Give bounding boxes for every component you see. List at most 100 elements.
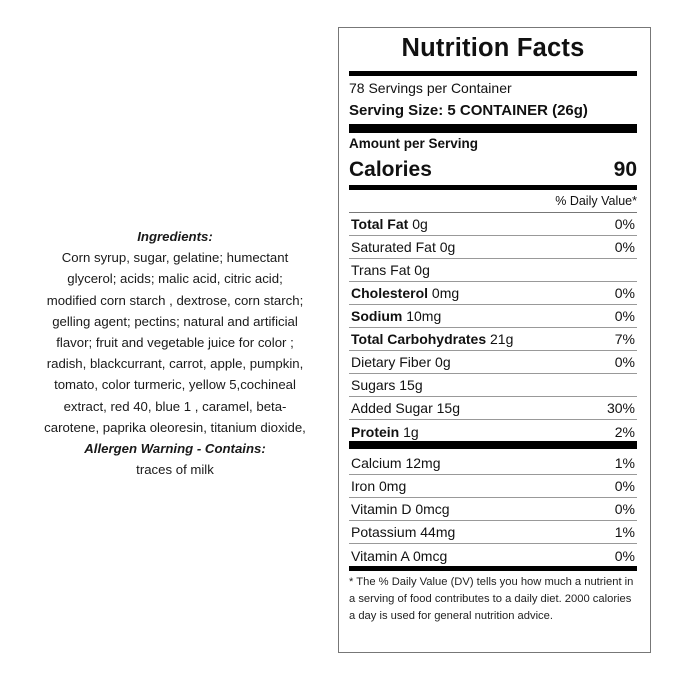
nutrient-amount: 0mcg [415, 501, 450, 517]
nutrient-label: Calcium 12mg [351, 455, 441, 471]
nutrient-amount: 15g [436, 400, 460, 416]
nutrient-name: Total Carbohydrates [351, 331, 487, 347]
ingredients-line: Corn syrup, sugar, gelatine; humectant [61, 250, 289, 266]
ingredients-panel: Ingredients: Corn syrup, sugar, gelatine… [22, 226, 328, 480]
nutrient-daily-value: 1% [614, 455, 635, 471]
ingredients-line: carotene, paprika oleoresin, titanium di… [44, 419, 306, 435]
nutrient-label: Trans Fat 0g [351, 262, 430, 278]
nutrient-row: Trans Fat 0g [349, 259, 637, 282]
nutrient-label: Total Carbohydrates 21g [351, 331, 513, 347]
nutrient-daily-value: 0% [614, 308, 635, 324]
nutrient-label: Cholesterol 0mg [351, 285, 459, 301]
nutrient-daily-value: 0% [614, 354, 635, 370]
allergen-text: traces of milk [136, 462, 214, 478]
nutrient-daily-value: 0% [614, 285, 635, 301]
nutrient-row: Saturated Fat 0g 0% [349, 236, 637, 259]
ingredients-line: radish, blackcurrant, carrot, apple, pum… [46, 356, 304, 372]
nutrient-name: Protein [351, 423, 400, 440]
allergen-heading: Allergen Warning - Contains: [84, 441, 266, 457]
nutrient-row: Protein 1g 2% [349, 420, 637, 443]
nutrient-label: Added Sugar 15g [351, 400, 460, 416]
nutrient-row: Iron 0mg 0% [349, 475, 637, 498]
nutrient-name: Trans Fat [351, 262, 411, 278]
amount-per-serving: Amount per Serving [349, 136, 479, 151]
ingredients-line: glycerol; acids; malic acid, citric acid… [67, 271, 283, 287]
nutrient-daily-value: 0% [614, 239, 635, 255]
ingredients-line: flavor; fruit and vegetable juice for co… [56, 335, 294, 351]
nutrient-row: Total Carbohydrates 21g 7% [349, 328, 637, 351]
nutrient-name: Dietary Fiber [351, 354, 432, 370]
nutrient-amount: 0mg [379, 478, 407, 494]
nutrient-name: Potassium [351, 524, 417, 540]
divider-thick [349, 185, 637, 190]
nutrient-daily-value: 0% [614, 501, 635, 517]
nutrient-row: Calcium 12mg 1% [349, 452, 637, 475]
calories-row: Calories 90 [349, 158, 637, 182]
nutrient-name: Total Fat [351, 216, 409, 232]
nutrient-daily-value: 0% [614, 478, 635, 494]
nutrient-daily-value: 0% [614, 547, 635, 564]
nutrient-name: Added Sugar [351, 400, 433, 416]
nutrient-label: Protein 1g [351, 424, 419, 440]
nutrient-name: Vitamin A [351, 547, 410, 564]
nutrient-row: Vitamin D 0mcg 0% [349, 498, 637, 521]
nutrient-row: Vitamin A 0mcg 0% [349, 544, 637, 567]
ingredients-list: Corn syrup, sugar, gelatine; humectant gl… [22, 247, 328, 438]
divider-thick [349, 566, 637, 571]
nutrient-row: Total Fat 0g 0% [349, 213, 637, 236]
nutrient-row: Added Sugar 15g 30% [349, 397, 637, 420]
nutrient-amount: 0g [439, 239, 456, 255]
nutrient-name: Sodium [351, 308, 403, 324]
nutrient-label: Potassium 44mg [351, 524, 455, 540]
nutrient-label: Dietary Fiber 0g [351, 354, 451, 370]
footnote: * The % Daily Value (DV) tells you how m… [349, 576, 634, 622]
ingredients-line: modified corn starch , dextrose, corn st… [46, 292, 304, 308]
nutrient-daily-value: 1% [614, 524, 635, 540]
divider-heavy [349, 441, 637, 449]
nutrient-daily-value: 2% [614, 423, 635, 440]
divider-thick [349, 71, 637, 76]
nutrient-amount: 12mg [405, 455, 441, 471]
daily-value-header: % Daily Value* [349, 194, 637, 213]
ingredients-heading: Ingredients: [137, 229, 213, 244]
nutrient-daily-value: 0% [614, 216, 635, 232]
nutrient-amount: 21g [490, 331, 514, 347]
nutrition-facts-label: Nutrition Facts 78 Servings per Containe… [338, 27, 651, 653]
divider-heavy [349, 124, 637, 133]
nutrient-name: Iron [351, 478, 376, 494]
nutrient-amount: 0g [414, 262, 430, 278]
nutrient-label: Sugars 15g [351, 377, 423, 393]
nutrient-row: Cholesterol 0mg 0% [349, 282, 637, 305]
nutrient-amount: 10mg [406, 308, 442, 324]
calories-label: Calories [349, 158, 432, 181]
nutrient-label: Saturated Fat 0g [351, 239, 455, 255]
nutrient-row: Sugars 15g [349, 374, 637, 397]
nutrient-amount: 0g [435, 354, 451, 370]
nutrient-amount: 0mg [431, 285, 460, 301]
calories-value: 90 [613, 158, 637, 181]
nutrient-name: Saturated Fat [351, 239, 436, 255]
nutrient-amount: 15g [399, 377, 423, 393]
nutrient-amount: 0mcg [413, 547, 448, 564]
nutrient-label: Total Fat 0g [351, 216, 428, 232]
nutrient-name: Vitamin D [351, 501, 412, 517]
nutrient-amount: 1g [403, 423, 419, 440]
ingredients-line: gelling agent; pectins; natural and arti… [52, 313, 298, 329]
nutrient-name: Calcium [351, 455, 402, 471]
nutrient-row: Dietary Fiber 0g 0% [349, 351, 637, 374]
nutrient-label: Vitamin A 0mcg [351, 548, 447, 564]
servings-per-container: 78 Servings per Container [349, 80, 512, 96]
nutrient-label: Sodium 10mg [351, 308, 441, 324]
nutrient-daily-value: 30% [606, 400, 635, 416]
nutrient-amount: 44mg [420, 524, 456, 540]
nutrient-name: Cholesterol [351, 285, 429, 301]
ingredients-line: tomato, color turmeric, yellow 5,cochine… [54, 377, 296, 393]
nutrient-row: Potassium 44mg 1% [349, 521, 637, 544]
nutrient-daily-value: 7% [614, 331, 635, 347]
ingredients-line: extract, red 40, blue 1 , caramel, beta- [63, 398, 287, 414]
nutrient-row: Sodium 10mg 0% [349, 305, 637, 328]
nutrient-name: Sugars [351, 377, 396, 393]
label-title: Nutrition Facts [401, 34, 585, 62]
serving-size: Serving Size: 5 CONTAINER (26g) [349, 102, 588, 119]
nutrient-label: Iron 0mg [351, 478, 406, 494]
